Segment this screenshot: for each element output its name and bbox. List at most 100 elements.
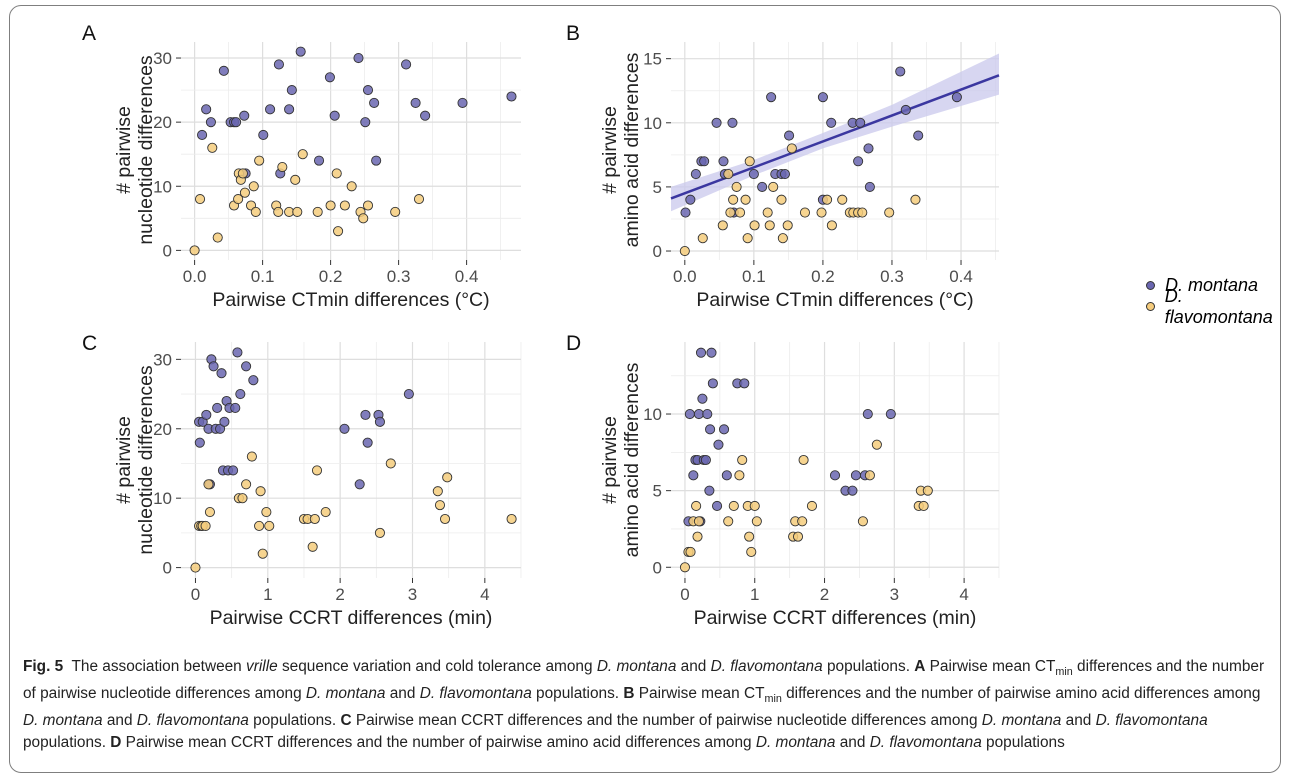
x-tick-label: 0.2 — [811, 267, 835, 286]
data-point — [200, 520, 211, 531]
axes: 0 1 2 3 4 0 5 10 — [643, 405, 969, 604]
caption-species: D. montana — [23, 712, 103, 730]
data-point — [297, 149, 308, 160]
data-point — [685, 546, 696, 557]
series-flavomontana — [679, 439, 933, 573]
data-point — [895, 66, 906, 77]
series-montana — [683, 347, 896, 527]
data-point — [219, 416, 230, 427]
caption-text: populations. — [23, 734, 111, 752]
data-point — [248, 375, 259, 386]
data-point — [362, 437, 373, 448]
data-point — [850, 470, 861, 481]
caption-subscript: min — [1055, 666, 1073, 679]
caption-species: D. flavomontana — [710, 658, 823, 675]
legend-label-flavomontana: D. flavomontana — [1164, 285, 1273, 327]
x-tick-label: 0.3 — [387, 267, 411, 286]
data-point — [346, 181, 357, 192]
data-point — [410, 97, 421, 108]
data-point — [325, 200, 336, 211]
caption-text: populations. — [248, 712, 341, 730]
data-point — [212, 232, 223, 243]
y-tick-label: 30 — [153, 49, 172, 68]
data-point — [718, 424, 730, 435]
y-tick-label: 0 — [163, 559, 172, 578]
data-point — [749, 220, 760, 231]
data-point — [255, 486, 266, 497]
data-point — [797, 516, 808, 527]
data-point — [728, 194, 739, 205]
data-point — [695, 347, 707, 358]
x-tick-label: 4 — [959, 585, 968, 604]
data-point — [910, 194, 921, 205]
caption-text: sequence variation and cold tolerance am… — [277, 658, 597, 675]
data-point — [362, 200, 374, 211]
data-point — [194, 437, 205, 448]
grid — [671, 342, 1000, 578]
panel-tag: B — [566, 22, 580, 45]
data-point — [817, 92, 828, 103]
x-tick-label: 0.0 — [673, 267, 697, 286]
data-point — [762, 207, 773, 218]
data-point — [857, 207, 868, 218]
data-point — [231, 117, 242, 128]
caption-species: D. montana — [755, 734, 836, 752]
data-point — [829, 470, 841, 481]
data-point — [442, 472, 453, 483]
data-point — [261, 507, 272, 518]
data-point — [728, 500, 739, 512]
caption-species: D. flavomontana — [136, 712, 249, 730]
data-point — [922, 485, 933, 496]
grid — [671, 42, 999, 260]
x-tick-label: 0.0 — [183, 267, 207, 286]
data-point — [705, 424, 716, 435]
x-tick-label: 1 — [750, 585, 759, 604]
data-point — [737, 454, 748, 466]
data-point — [718, 156, 729, 167]
caption-text: Pairwise mean CT — [925, 658, 1056, 675]
data-point — [246, 451, 257, 462]
data-point — [782, 220, 793, 231]
regression-line — [670, 74, 1000, 200]
data-point — [734, 470, 745, 481]
data-point — [237, 168, 248, 179]
y-tick-label: 5 — [653, 178, 662, 197]
y-tick-label: 0 — [163, 241, 172, 260]
caption-text: Pairwise mean CT — [634, 685, 765, 703]
data-point — [918, 500, 929, 512]
x-tick-label: 3 — [408, 585, 417, 604]
y-tick-label: 10 — [153, 177, 172, 196]
x-tick-label: 0 — [680, 585, 689, 604]
confidence-band — [671, 53, 999, 212]
data-point — [204, 507, 215, 518]
caption-panel-label: C — [340, 712, 352, 730]
data-point — [764, 220, 775, 231]
data-point — [284, 104, 295, 115]
data-point — [216, 368, 227, 379]
data-point — [358, 213, 369, 224]
data-point — [286, 85, 297, 96]
data-point — [203, 479, 214, 490]
data-point — [331, 168, 342, 179]
caption-text: populations — [981, 734, 1065, 752]
data-point — [691, 500, 702, 512]
caption-species: D. montana — [596, 658, 677, 675]
caption-text: and — [102, 712, 137, 730]
data-point — [273, 206, 284, 217]
data-point — [254, 520, 265, 531]
data-point — [506, 513, 517, 525]
data-point — [884, 207, 895, 218]
y-tick-label: 30 — [153, 350, 172, 369]
data-point — [913, 130, 924, 141]
x-axis-label: Pairwise CTmin differences (°C) — [212, 289, 489, 311]
data-point — [324, 72, 335, 83]
data-point — [700, 454, 711, 466]
y-axis-label-line: # pairwise — [599, 416, 621, 504]
caption-text: differences and the number of pairwise a… — [781, 685, 1261, 703]
caption-panel-label: B — [623, 685, 635, 703]
data-point — [766, 92, 777, 103]
data-point — [374, 416, 385, 427]
data-point — [727, 117, 738, 128]
legend-swatch-flavomontana — [1146, 302, 1155, 311]
data-point — [265, 104, 276, 115]
